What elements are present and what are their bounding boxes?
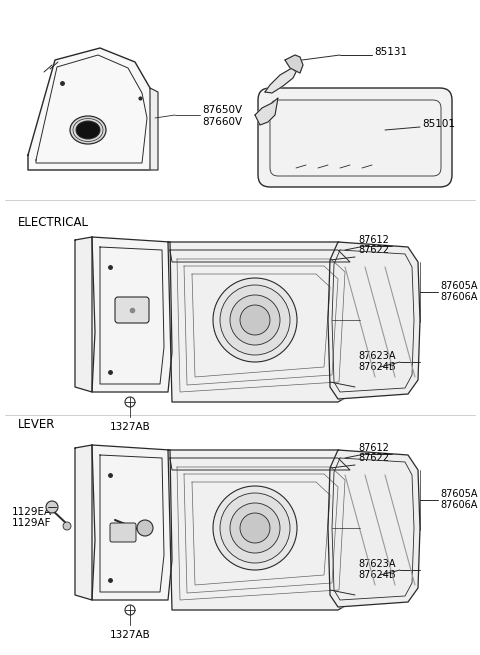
Circle shape — [240, 513, 270, 543]
Text: 85131: 85131 — [374, 47, 407, 57]
Polygon shape — [92, 445, 172, 600]
FancyBboxPatch shape — [258, 88, 452, 187]
Polygon shape — [328, 450, 420, 607]
Text: 1129AF: 1129AF — [12, 518, 51, 528]
Text: 87622: 87622 — [358, 245, 389, 255]
Polygon shape — [255, 98, 278, 125]
Polygon shape — [328, 242, 420, 399]
Circle shape — [230, 503, 280, 553]
Text: 1327AB: 1327AB — [110, 630, 151, 640]
Polygon shape — [92, 237, 172, 392]
Ellipse shape — [76, 121, 100, 139]
Circle shape — [63, 522, 71, 530]
Circle shape — [220, 493, 290, 563]
Text: ELECTRICAL: ELECTRICAL — [18, 215, 89, 229]
Text: 1129EA: 1129EA — [12, 507, 52, 517]
Text: 87605A: 87605A — [440, 281, 478, 291]
Polygon shape — [150, 88, 158, 170]
Circle shape — [240, 305, 270, 335]
Text: 87605A: 87605A — [440, 489, 478, 499]
Circle shape — [220, 285, 290, 355]
Polygon shape — [265, 68, 296, 93]
Text: 87612: 87612 — [358, 235, 389, 245]
Text: 87650V: 87650V — [202, 105, 242, 115]
Text: 87606A: 87606A — [440, 500, 478, 510]
Text: 87660V: 87660V — [202, 117, 242, 127]
Ellipse shape — [70, 116, 106, 144]
Text: 1327AB: 1327AB — [110, 422, 151, 432]
Text: 87624B: 87624B — [358, 570, 396, 580]
Text: 87612: 87612 — [358, 443, 389, 453]
Polygon shape — [75, 237, 95, 392]
Text: 87623A: 87623A — [358, 559, 396, 569]
Text: 87606A: 87606A — [440, 292, 478, 302]
Circle shape — [230, 295, 280, 345]
Circle shape — [137, 520, 153, 536]
Text: 87622: 87622 — [358, 453, 389, 463]
Polygon shape — [285, 55, 303, 73]
Circle shape — [213, 486, 297, 570]
FancyBboxPatch shape — [110, 523, 136, 542]
Circle shape — [213, 278, 297, 362]
Text: LEVER: LEVER — [18, 419, 55, 432]
Polygon shape — [28, 48, 155, 170]
Polygon shape — [75, 445, 95, 600]
Text: 85101: 85101 — [422, 119, 455, 129]
FancyBboxPatch shape — [115, 297, 149, 323]
Polygon shape — [168, 450, 360, 610]
Text: 87624B: 87624B — [358, 362, 396, 372]
Polygon shape — [168, 242, 360, 402]
Circle shape — [46, 501, 58, 513]
Text: 87623A: 87623A — [358, 351, 396, 361]
